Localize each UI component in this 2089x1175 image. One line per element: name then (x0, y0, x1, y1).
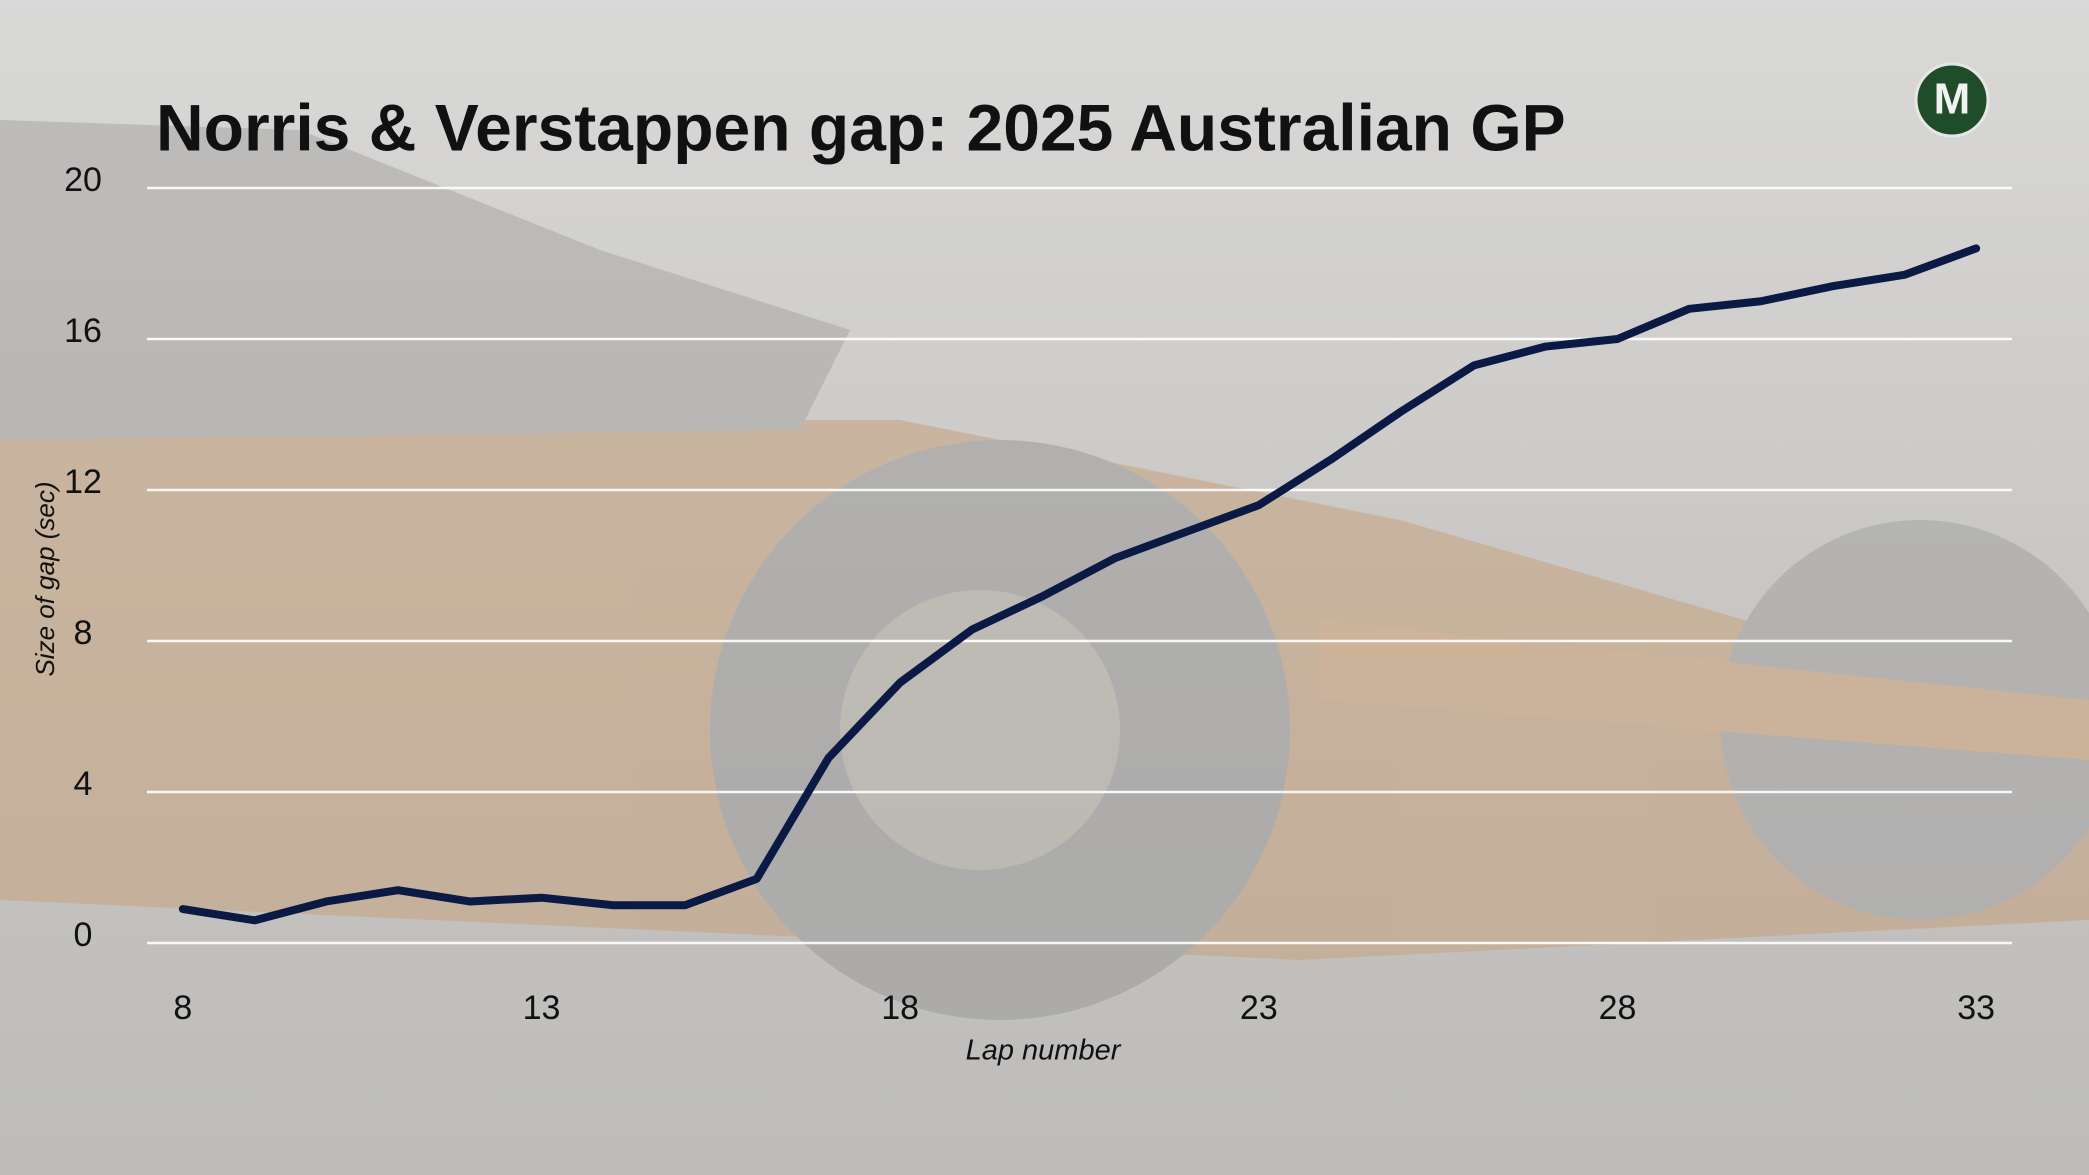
y-tick-label: 4 (74, 765, 93, 803)
chart-title: Norris & Verstappen gap: 2025 Australian… (156, 90, 1566, 164)
x-axis-title: Lap number (966, 1035, 1122, 1067)
y-tick-label: 8 (74, 614, 93, 652)
x-tick-label: 23 (1240, 989, 1278, 1027)
data-line (178, 244, 1981, 925)
x-tick-label: 33 (1957, 989, 1995, 1027)
logo: M (1934, 75, 1971, 124)
x-tick-label: 13 (523, 989, 561, 1027)
y-tick-label: 12 (64, 463, 102, 501)
background-photo (0, 120, 2089, 1020)
x-tick-label: 28 (1599, 989, 1637, 1027)
logo-badge (1914, 62, 1990, 138)
y-axis-title: Size of gap (sec) (30, 481, 60, 676)
y-tick-label: 16 (64, 312, 102, 350)
y-tick-label: 0 (74, 916, 93, 954)
x-tick-label: 8 (173, 989, 192, 1027)
y-tick-label: 20 (64, 161, 102, 199)
x-tick-label: 18 (881, 989, 919, 1027)
